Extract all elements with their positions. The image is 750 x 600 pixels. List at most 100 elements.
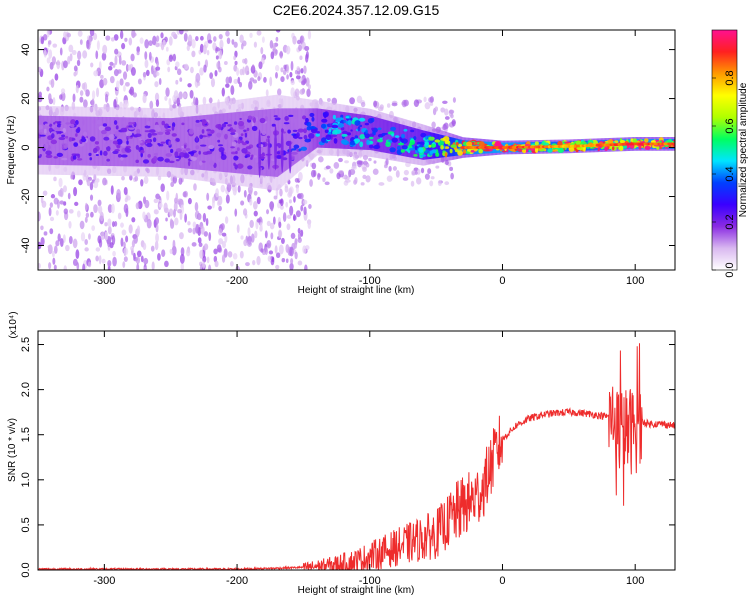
heatmap-noise-cell <box>172 53 177 62</box>
heatmap-blob <box>397 142 405 146</box>
spectrogram-x-axis-label: Height of straight line (km) <box>298 285 415 296</box>
heatmap-noise-cell <box>306 88 311 98</box>
heatmap-noise-cell <box>250 233 255 243</box>
heatmap-noise-cell <box>294 177 299 183</box>
heatmap-band-core <box>95 116 97 166</box>
heatmap-band-core <box>194 115 197 170</box>
heatmap-noise-cell <box>286 214 292 219</box>
heatmap-blob <box>324 129 329 134</box>
heatmap-noise-cell <box>448 109 455 114</box>
heatmap-noise-cell <box>143 176 149 185</box>
heatmap-band-core <box>213 114 215 172</box>
heatmap-noise-cell <box>269 222 275 230</box>
heatmap-blob <box>366 139 370 146</box>
heatmap-blob <box>216 132 222 138</box>
heatmap-band-core <box>134 117 136 167</box>
heatmap-noise-cell <box>140 179 144 187</box>
heatmap-band-core <box>131 117 133 167</box>
colorbar-tick-label: 0.8 <box>724 70 736 85</box>
heatmap-noise-cell <box>191 242 197 247</box>
heatmap-noise-cell <box>110 37 115 42</box>
heatmap-band-core <box>38 115 40 165</box>
heatmap-band-core <box>125 117 127 167</box>
heatmap-blob <box>357 126 361 132</box>
heatmap-noise-cell <box>403 169 409 176</box>
heatmap-noise-cell <box>266 220 271 227</box>
heatmap-noise-cell <box>424 102 431 110</box>
x-tick-label: -200 <box>226 575 248 587</box>
heatmap-noise-cell <box>296 39 301 45</box>
heatmap-band-core <box>348 112 350 150</box>
heatmap-blob <box>253 155 258 158</box>
heatmap-blob <box>128 125 133 128</box>
heatmap-noise-cell <box>213 36 217 42</box>
heatmap-band-core <box>62 116 64 166</box>
heatmap-band-core <box>45 115 48 165</box>
heatmap-noise-cell <box>187 197 192 205</box>
heatmap-blob <box>217 158 222 163</box>
heatmap-noise-cell <box>208 97 213 104</box>
heatmap-noise-cell <box>136 51 140 56</box>
heatmap-noise-cell <box>184 213 188 223</box>
heatmap-noise-cell <box>107 226 112 235</box>
heatmap-noise-cell <box>230 261 234 267</box>
heatmap-blob <box>401 145 408 150</box>
heatmap-band-core <box>253 110 255 175</box>
heatmap-noise-cell <box>100 74 104 79</box>
y-tick-label: -40 <box>20 238 32 254</box>
heatmap-noise-cell <box>247 185 253 195</box>
heatmap-noise-cell <box>158 202 163 208</box>
heatmap-noise-cell <box>164 260 169 268</box>
heatmap-noise-cell <box>93 180 99 189</box>
heatmap-blob <box>349 140 356 146</box>
heatmap-noise-cell <box>131 239 136 248</box>
heatmap-noise-cell <box>119 101 123 109</box>
heatmap-noise-cell <box>178 91 183 100</box>
heatmap-noise-cell <box>83 99 88 108</box>
heatmap-noise-cell <box>136 263 140 270</box>
heatmap-noise-cell <box>47 244 53 249</box>
heatmap-noise-cell <box>215 55 219 60</box>
heatmap-noise-cell <box>150 245 155 252</box>
heatmap-blob <box>77 158 83 161</box>
heatmap-noise-cell <box>240 235 244 240</box>
heatmap-band-core <box>335 110 337 149</box>
heatmap-blob <box>414 145 418 150</box>
heatmap-noise-cell <box>153 209 158 215</box>
heatmap-noise-cell <box>207 39 213 44</box>
heatmap-band-core <box>436 133 439 159</box>
heatmap-blob <box>231 141 237 147</box>
heatmap-blob <box>120 154 128 158</box>
heatmap-band-core <box>290 108 292 167</box>
heatmap-noise-cell <box>338 170 344 175</box>
heatmap-band-core <box>288 108 290 169</box>
heatmap-noise-cell <box>295 75 301 80</box>
y-tick-label: 2.0 <box>20 382 32 397</box>
heatmap-noise-cell <box>66 32 71 38</box>
heatmap-band-core <box>352 113 354 150</box>
heatmap-blob <box>234 164 238 170</box>
heatmap-blob <box>241 147 248 154</box>
heatmap-blob <box>126 140 129 145</box>
heatmap-noise-cell <box>275 30 281 33</box>
heatmap-noise-cell <box>218 49 223 60</box>
heatmap-noise-cell <box>217 200 221 206</box>
heatmap-blob <box>158 143 161 147</box>
heatmap-band-core <box>108 117 111 167</box>
heatmap-band-core <box>156 117 158 167</box>
heatmap-noise-cell <box>136 46 140 53</box>
heatmap-noise-cell <box>275 72 278 79</box>
y-tick-label: 0 <box>20 144 32 150</box>
heatmap-noise-cell <box>72 238 78 249</box>
heatmap-noise-cell <box>242 66 245 76</box>
heatmap-noise-cell <box>101 258 106 264</box>
heatmap-band-core <box>202 115 204 171</box>
heatmap-noise-cell <box>57 233 61 242</box>
heatmap-blob <box>394 135 400 138</box>
heatmap-band-core <box>387 120 389 154</box>
heatmap-noise-cell <box>279 204 284 210</box>
heatmap-band-core <box>237 112 239 174</box>
heatmap-band-core <box>385 119 387 153</box>
heatmap-noise-cell <box>249 219 254 229</box>
heatmap-blob <box>429 150 433 155</box>
